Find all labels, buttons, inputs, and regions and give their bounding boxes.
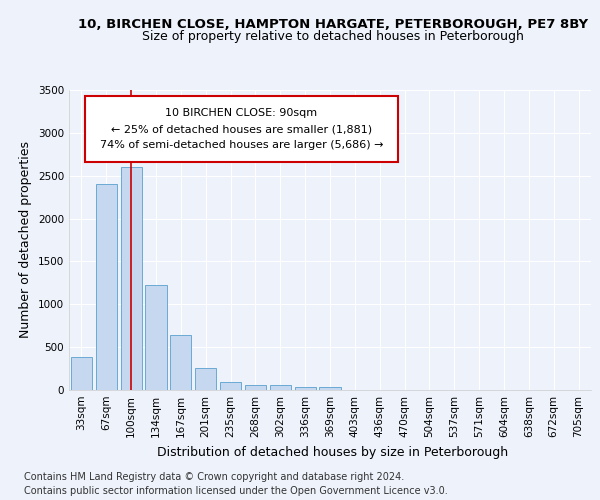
Bar bbox=[195, 368, 216, 390]
FancyBboxPatch shape bbox=[85, 96, 398, 162]
Text: Contains public sector information licensed under the Open Government Licence v3: Contains public sector information licen… bbox=[24, 486, 448, 496]
Text: 10 BIRCHEN CLOSE: 90sqm
← 25% of detached houses are smaller (1,881)
74% of semi: 10 BIRCHEN CLOSE: 90sqm ← 25% of detache… bbox=[100, 108, 383, 150]
Bar bbox=[71, 356, 92, 390]
Text: Distribution of detached houses by size in Peterborough: Distribution of detached houses by size … bbox=[157, 446, 509, 459]
Bar bbox=[270, 386, 291, 390]
Text: Size of property relative to detached houses in Peterborough: Size of property relative to detached ho… bbox=[142, 30, 524, 43]
Bar bbox=[220, 382, 241, 390]
Bar bbox=[170, 335, 191, 390]
Text: Contains HM Land Registry data © Crown copyright and database right 2024.: Contains HM Land Registry data © Crown c… bbox=[24, 472, 404, 482]
Text: 10, BIRCHEN CLOSE, HAMPTON HARGATE, PETERBOROUGH, PE7 8BY: 10, BIRCHEN CLOSE, HAMPTON HARGATE, PETE… bbox=[78, 18, 588, 30]
Y-axis label: Number of detached properties: Number of detached properties bbox=[19, 142, 32, 338]
Bar bbox=[145, 284, 167, 390]
Bar bbox=[121, 167, 142, 390]
Bar bbox=[295, 386, 316, 390]
Bar bbox=[245, 386, 266, 390]
Bar bbox=[96, 184, 117, 390]
Bar bbox=[319, 388, 341, 390]
